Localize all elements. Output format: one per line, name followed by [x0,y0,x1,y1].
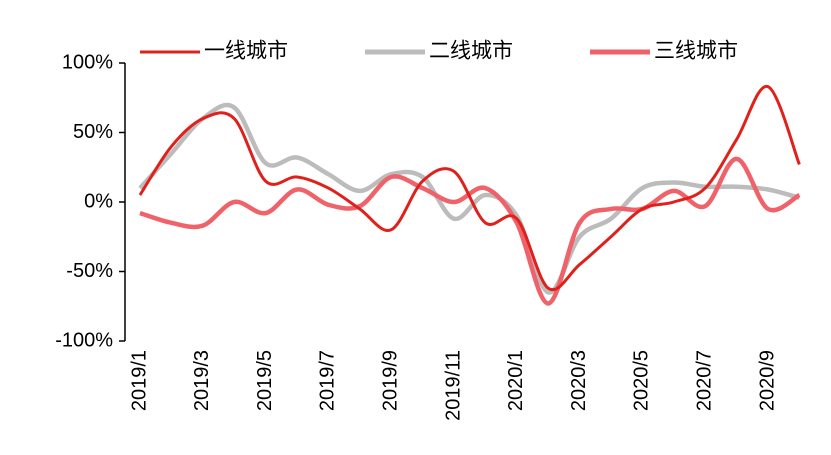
x-tick-label: 2020/5 [631,350,653,411]
series-line [138,85,801,292]
x-tick-label: 2019/3 [191,350,213,411]
x-tick-label: 2019/1 [128,350,150,411]
y-tick-label: 50% [73,121,113,143]
x-tick-label: 2019/11 [442,350,464,421]
x-tick-label: 2020/7 [693,350,715,411]
y-tick-label: -50% [66,260,113,282]
y-tick-label: 100% [62,51,113,73]
series-line [139,156,801,306]
x-tick-label: 2020/1 [505,350,527,411]
x-tick-label: 2019/7 [317,350,339,411]
x-tick-label: 2019/9 [379,350,401,411]
x-tick-label: 2019/5 [254,350,276,411]
legend-label: 三线城市 [654,40,738,63]
y-tick-label: -100% [55,329,113,351]
x-tick-label: 2020/3 [568,350,590,411]
legend-label: 一线城市 [204,40,288,63]
y-tick-label: 0% [84,190,113,212]
x-tick-label: 2020/9 [756,350,778,411]
legend-label: 二线城市 [429,40,513,63]
